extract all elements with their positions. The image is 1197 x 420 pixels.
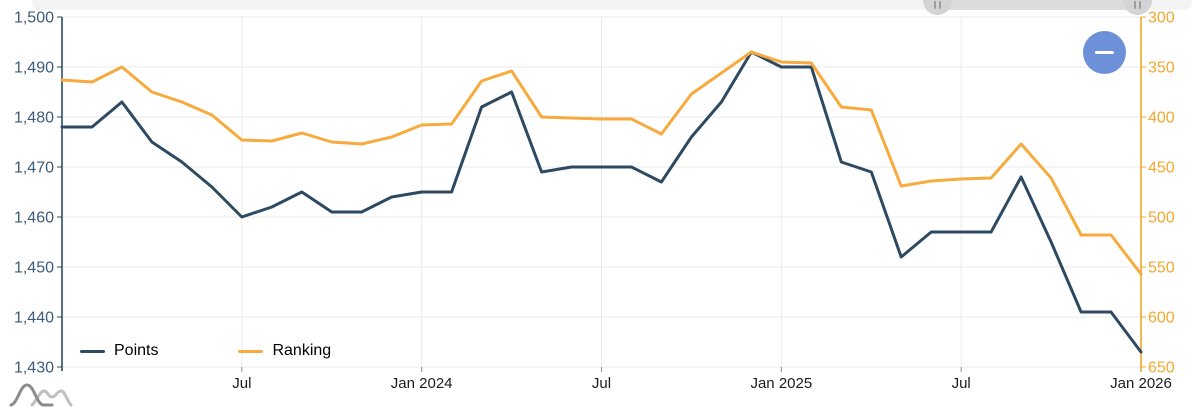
x-axis-label: Jan 2024 bbox=[391, 375, 453, 392]
right-axis-label: 600 bbox=[1148, 310, 1175, 327]
legend-item-ranking[interactable]: Ranking bbox=[238, 342, 331, 360]
x-axis-label: Jul bbox=[592, 375, 611, 392]
legend-label: Ranking bbox=[272, 342, 332, 359]
grip-icon bbox=[1139, 1, 1141, 9]
legend-label: Points bbox=[114, 342, 159, 359]
scrollbar-selected-range[interactable] bbox=[937, 0, 1137, 10]
grip-icon bbox=[934, 1, 936, 9]
left-axis-label: 1,450 bbox=[14, 260, 54, 277]
legend-marker-icon bbox=[238, 349, 264, 353]
legend-marker-icon bbox=[80, 349, 105, 353]
x-axis-label: Jan 2025 bbox=[750, 375, 812, 392]
scrollbar-right-handle[interactable] bbox=[1123, 0, 1152, 15]
scrollbar-track[interactable] bbox=[32, 0, 1192, 10]
x-axis-label: Jul bbox=[232, 375, 251, 392]
left-axis-label: 1,440 bbox=[14, 310, 54, 327]
left-axis-label: 1,480 bbox=[14, 110, 54, 127]
left-axis-label: 1,500 bbox=[14, 10, 54, 27]
right-axis-label: 450 bbox=[1148, 160, 1175, 177]
chart-legend: Points Ranking bbox=[80, 342, 331, 360]
zoom-out-button[interactable] bbox=[1083, 31, 1126, 74]
legend-item-points[interactable]: Points bbox=[80, 342, 158, 360]
right-axis-label: 300 bbox=[1148, 10, 1175, 27]
minus-icon bbox=[1095, 51, 1114, 54]
right-axis-label: 550 bbox=[1148, 260, 1175, 277]
grip-icon bbox=[1134, 1, 1136, 9]
scrollbar-left-handle[interactable] bbox=[923, 0, 952, 15]
left-axis-label: 1,470 bbox=[14, 160, 54, 177]
right-axis-label: 350 bbox=[1148, 60, 1175, 77]
series-line-points[interactable] bbox=[60, 50, 1143, 354]
right-axis-label: 500 bbox=[1148, 210, 1175, 227]
x-axis-label: Jan 2026 bbox=[1110, 375, 1172, 392]
grip-icon bbox=[939, 1, 941, 9]
series-line-ranking[interactable] bbox=[60, 50, 1143, 276]
left-axis-label: 1,460 bbox=[14, 210, 54, 227]
right-axis-label: 650 bbox=[1148, 360, 1175, 377]
x-axis-label: Jul bbox=[952, 375, 971, 392]
left-axis-label: 1,430 bbox=[14, 360, 54, 377]
amcharts-logo-icon[interactable] bbox=[8, 381, 74, 411]
right-axis-label: 400 bbox=[1148, 110, 1175, 127]
left-axis-label: 1,490 bbox=[14, 60, 54, 77]
